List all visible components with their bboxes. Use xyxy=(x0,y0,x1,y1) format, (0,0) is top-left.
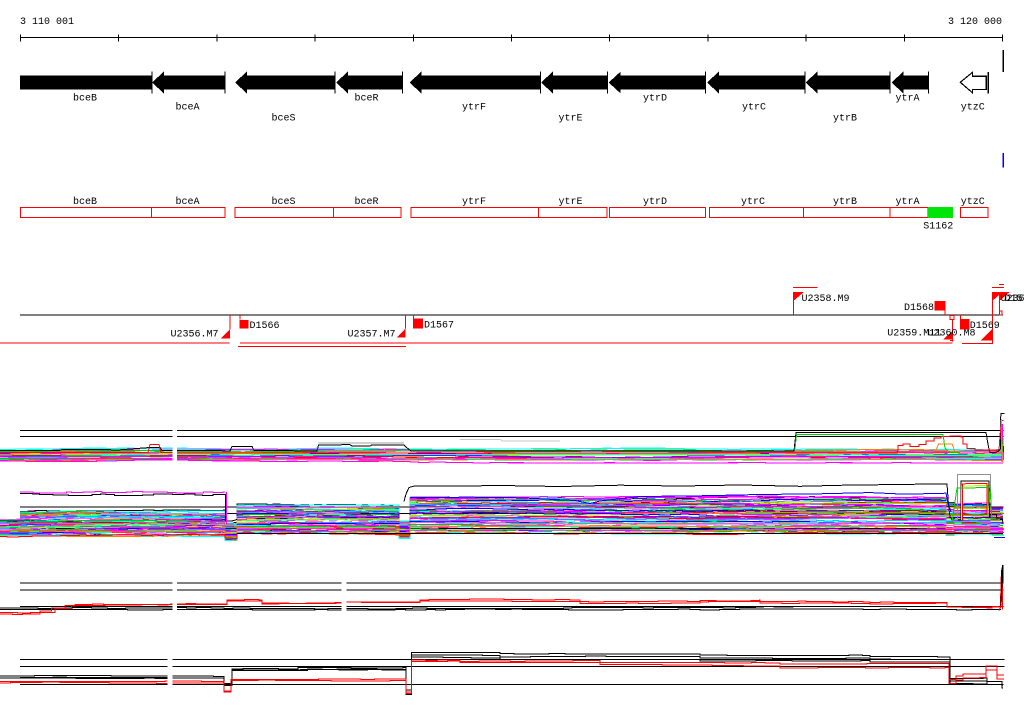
svg-text:D1566: D1566 xyxy=(250,321,280,332)
svg-text:bceS: bceS xyxy=(271,196,295,208)
svg-text:U2359.M11: U2359.M11 xyxy=(887,329,941,340)
svg-text:ytrF: ytrF xyxy=(462,197,486,208)
svg-text:bceB: bceB xyxy=(73,93,97,105)
svg-text:bceS: bceS xyxy=(271,113,295,125)
svg-text:ytrF: ytrF xyxy=(462,103,486,114)
svg-text:U2360.M8: U2360.M8 xyxy=(928,329,976,340)
svg-text:ytrE: ytrE xyxy=(558,114,582,125)
svg-text:ytrA: ytrA xyxy=(895,197,919,208)
svg-text:ytzC: ytzC xyxy=(961,197,985,208)
svg-text:U2357.M7: U2357.M7 xyxy=(347,330,395,341)
svg-text:bceR: bceR xyxy=(354,93,378,105)
svg-text:U2358.M9: U2358.M9 xyxy=(802,294,850,305)
svg-text:bceA: bceA xyxy=(175,196,199,208)
svg-text:bceR: bceR xyxy=(354,196,378,208)
svg-text:D1567: D1567 xyxy=(424,321,454,332)
svg-text:U2361.M9: U2361.M9 xyxy=(1001,294,1024,305)
svg-text:ytzC: ytzC xyxy=(961,103,985,114)
svg-text:ytrC: ytrC xyxy=(742,103,766,114)
svg-text:ytrE: ytrE xyxy=(558,197,582,208)
svg-text:ytrA: ytrA xyxy=(895,94,919,105)
svg-text:D1570: D1570 xyxy=(1005,294,1024,305)
svg-text:3 120 000: 3 120 000 xyxy=(948,17,1002,28)
svg-text:bceA: bceA xyxy=(175,102,199,114)
svg-text:ytrC: ytrC xyxy=(741,197,765,208)
svg-text:ytrB: ytrB xyxy=(833,197,857,208)
svg-text:3 110 001: 3 110 001 xyxy=(20,17,74,28)
svg-text:U2356.M7: U2356.M7 xyxy=(170,329,218,340)
svg-text:ytrD: ytrD xyxy=(643,94,667,105)
svg-text:ytrD: ytrD xyxy=(643,197,667,208)
svg-text:D1569: D1569 xyxy=(970,321,1000,332)
svg-text:bceB: bceB xyxy=(73,196,97,208)
svg-text:ytrB: ytrB xyxy=(833,114,857,125)
svg-text:D1568: D1568 xyxy=(904,303,934,314)
svg-text:S1162: S1162 xyxy=(923,222,953,233)
